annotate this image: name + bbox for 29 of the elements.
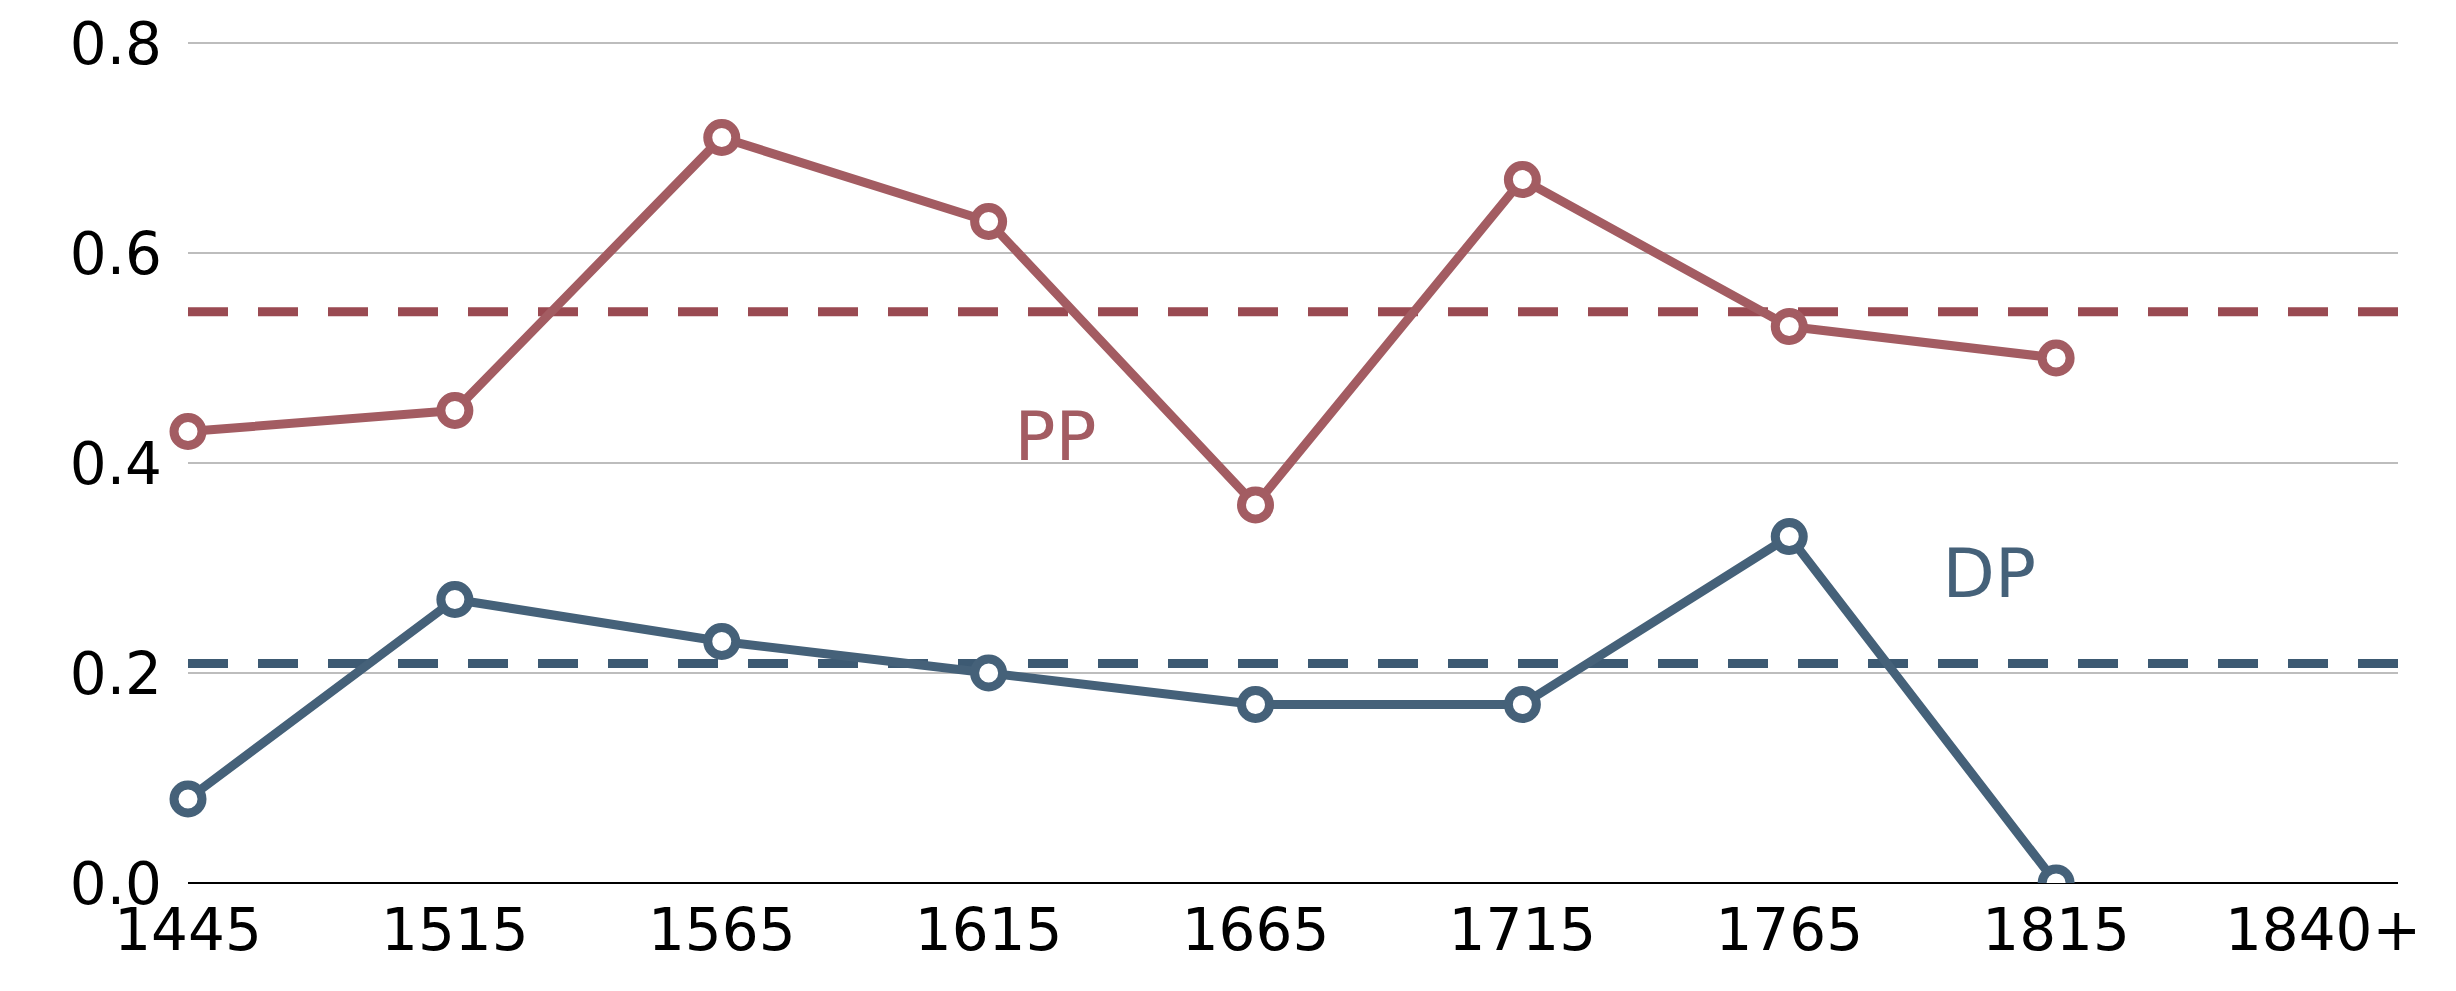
point <box>1503 686 1541 723</box>
x-tick-label: 1515 <box>381 896 529 965</box>
point <box>1503 161 1541 198</box>
point <box>1237 686 1274 723</box>
point <box>1770 308 1808 345</box>
series-label: DP <box>1942 533 2036 613</box>
x-tick-label: 1765 <box>1715 896 1864 965</box>
y-tick-label: 0.4 <box>69 429 162 498</box>
point <box>703 623 741 660</box>
point <box>1770 518 1808 555</box>
y-tick-label: 0.2 <box>69 639 162 708</box>
series-label: PP <box>1014 397 1097 476</box>
point <box>970 203 1008 240</box>
y-tick-label: 0.6 <box>69 219 162 288</box>
point <box>169 780 207 818</box>
x-tick-label: 1815 <box>1982 896 2130 965</box>
x-tick-label: 1840+ <box>2224 896 2422 965</box>
point <box>169 413 207 450</box>
x-tick-label: 1665 <box>1181 896 1330 965</box>
point <box>703 119 741 156</box>
point <box>970 654 1008 692</box>
x-tick-label: 1715 <box>1448 896 1597 965</box>
point <box>436 581 474 618</box>
point <box>436 392 474 429</box>
point <box>2037 339 2075 377</box>
x-tick-label: 1565 <box>647 896 796 965</box>
x-tick-label: 1615 <box>914 896 1063 965</box>
y-tick-label: 0.8 <box>69 9 162 78</box>
point <box>1237 486 1274 524</box>
